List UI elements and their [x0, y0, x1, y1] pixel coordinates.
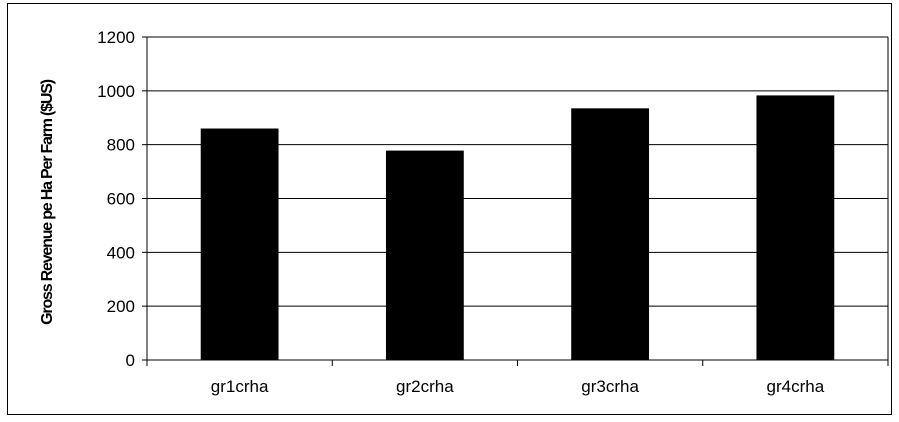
x-tick-labels: gr1crha gr2crha gr3crha gr4crha — [211, 377, 825, 396]
bars — [200, 95, 835, 361]
y-tick-labels: 0 200 400 600 800 1000 1200 — [97, 28, 135, 370]
y-tick-label: 400 — [107, 243, 135, 262]
y-tick-label: 600 — [107, 190, 135, 209]
y-axis-label: Gross Revenue pe Ha Per Farm ($US) — [39, 79, 56, 325]
y-tick-label: 200 — [107, 297, 135, 316]
axes — [142, 36, 889, 366]
y-tick-label: 0 — [126, 351, 135, 370]
bar-gr3crha — [571, 108, 650, 361]
y-tick-label: 1200 — [97, 28, 135, 47]
bar-gr2crha — [385, 150, 464, 360]
chart-frame — [7, 3, 892, 415]
x-tick-label: gr2crha — [396, 377, 454, 396]
bar-gr4crha — [756, 95, 835, 360]
x-tick-label: gr3crha — [581, 377, 639, 396]
x-tick-label: gr1crha — [211, 377, 269, 396]
y-tick-label: 1000 — [97, 82, 135, 101]
x-tick-label: gr4crha — [767, 377, 825, 396]
y-tick-label: 800 — [107, 136, 135, 155]
bar-gr1crha — [200, 128, 279, 360]
